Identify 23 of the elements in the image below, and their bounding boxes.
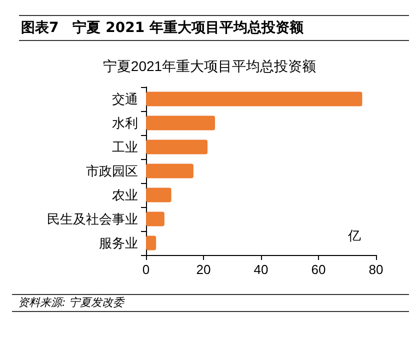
y-tick-label: 市政园区 — [86, 164, 138, 178]
x-tick-label: 20 — [196, 262, 211, 277]
y-tick-label: 交通 — [112, 92, 138, 106]
text: 资料来源: 宁夏发改委 — [12, 294, 409, 312]
y-tick-label: 民生及社会事业 — [47, 212, 138, 226]
x-axis-title: 亿 — [347, 228, 361, 243]
bar — [146, 92, 362, 106]
x-tick-label: 0 — [142, 262, 150, 277]
bar — [146, 116, 215, 130]
chart-title: 图表7 宁夏 2021 年重大项目平均总投资额 — [19, 15, 409, 41]
chart-subtitle: 宁夏2021年重大项目平均总投资额 — [102, 58, 316, 74]
bar — [146, 188, 172, 202]
y-tick-label: 水利 — [112, 116, 138, 130]
y-tick-label: 服务业 — [99, 236, 138, 250]
bar — [146, 140, 208, 154]
bar — [146, 236, 156, 250]
y-tick-label: 农业 — [112, 188, 138, 202]
x-tick-label: 80 — [368, 262, 384, 277]
y-tick-label: 工业 — [112, 140, 138, 154]
x-tick-label: 40 — [254, 262, 268, 277]
bar — [146, 212, 164, 226]
x-tick-label: 60 — [311, 262, 326, 277]
bar — [146, 164, 194, 178]
